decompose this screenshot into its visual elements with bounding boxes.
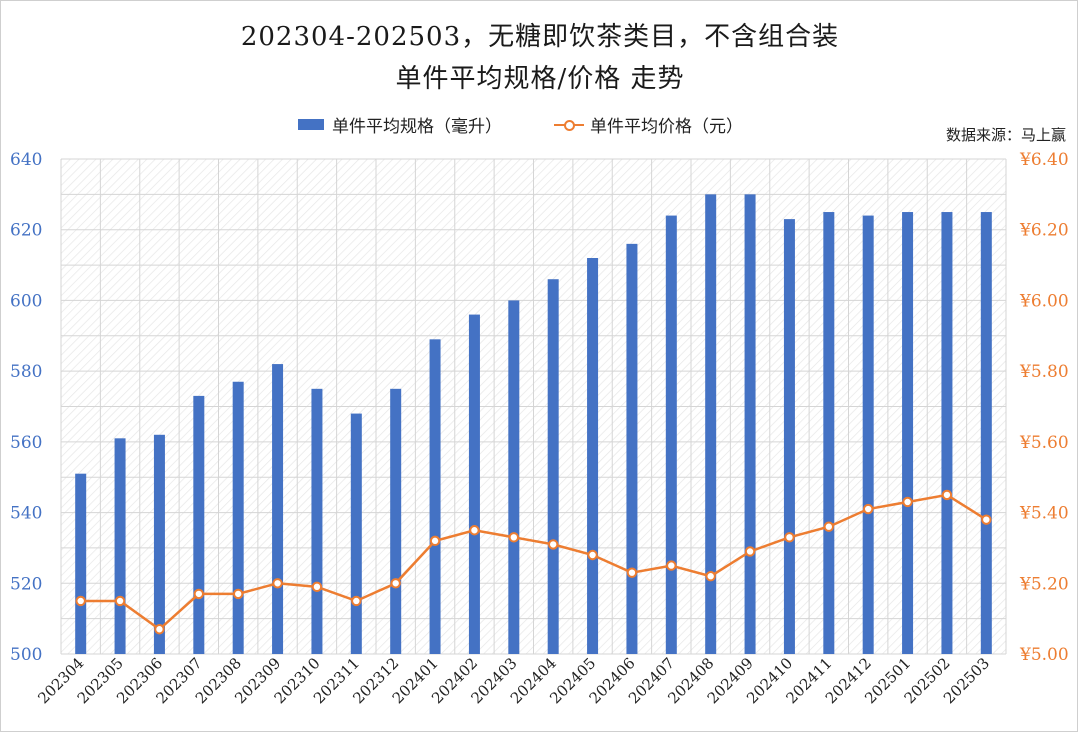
left-tick-label: 580 <box>10 362 42 382</box>
point-202503 <box>981 514 992 525</box>
bar-202403 <box>508 300 520 654</box>
bar-202402 <box>468 314 480 654</box>
right-tick-label: ¥6.20 <box>1019 221 1069 241</box>
data-source-note: 数据来源：马上赢 <box>945 126 1066 144</box>
point-202306 <box>154 624 165 635</box>
point-202405 <box>587 549 598 561</box>
line-series <box>75 489 992 635</box>
chart-subtitle: 单件平均规格/价格 走势 <box>395 64 685 94</box>
right-tick-label: ¥5.00 <box>1019 645 1069 665</box>
right-y-axis: ¥5.00 ¥5.20 ¥5.40 ¥5.60 ¥5.80 ¥6.00 ¥6.20 ¥6.40 <box>1019 150 1069 665</box>
legend-line-swatch <box>554 119 584 131</box>
bar-202310 <box>311 388 323 654</box>
bar-202407 <box>665 215 677 655</box>
point-202406 <box>626 567 638 578</box>
legend-bar-swatch <box>298 119 324 130</box>
gridlines <box>60 158 1007 655</box>
point-202307 <box>193 588 205 600</box>
point-202409 <box>744 546 756 557</box>
bar-202308 <box>232 381 244 654</box>
left-tick-label: 540 <box>10 504 42 524</box>
point-202408 <box>705 571 716 582</box>
legend-bar-label: 单件平均规格（毫升） <box>332 117 502 137</box>
left-tick-label: 520 <box>10 574 42 594</box>
bar-202405 <box>587 258 599 654</box>
point-202311 <box>351 595 362 607</box>
bar-202408 <box>705 194 717 654</box>
right-tick-label: ¥5.60 <box>1019 433 1069 453</box>
right-tick-label: ¥5.80 <box>1019 362 1069 382</box>
legend-item-line: 单件平均价格（元） <box>554 112 743 137</box>
left-tick-label: 560 <box>10 433 42 453</box>
point-202310 <box>311 581 323 593</box>
left-tick-label: 600 <box>10 291 42 311</box>
left-tick-label: 500 <box>10 645 42 665</box>
point-202403 <box>508 532 520 543</box>
bar-202312 <box>390 388 402 654</box>
x-axis: 2023042023052023062023072023082023092023… <box>34 654 993 707</box>
point-202501 <box>902 496 913 508</box>
left-tick-label: 640 <box>10 150 42 170</box>
legend-line-label: 单件平均价格（元） <box>590 117 743 137</box>
price-line <box>80 493 987 631</box>
bar-202404 <box>547 279 559 654</box>
point-202304 <box>75 595 86 607</box>
chart-title: 202304-202503，无糖即饮茶类目，不含组合装 <box>240 22 840 52</box>
bar-202411 <box>823 212 835 655</box>
bar-202410 <box>783 219 795 654</box>
bar-202304 <box>75 473 87 654</box>
legend-item-bar: 单件平均规格（毫升） <box>298 112 502 137</box>
right-tick-label: ¥6.00 <box>1019 291 1069 311</box>
point-202412 <box>862 503 874 515</box>
point-202308 <box>232 588 244 600</box>
right-tick-label: ¥6.40 <box>1019 150 1069 170</box>
bar-202412 <box>862 215 874 655</box>
point-202407 <box>666 560 677 571</box>
right-tick-label: ¥5.40 <box>1019 504 1069 524</box>
bar-202501 <box>902 212 914 655</box>
bar-202503 <box>980 212 992 655</box>
point-202312 <box>390 578 401 589</box>
bar-202306 <box>153 434 165 654</box>
point-202309 <box>272 578 283 589</box>
bar-202311 <box>350 413 362 654</box>
bar-202401 <box>429 339 441 654</box>
legend: 单件平均规格（毫升） 单件平均价格（元） <box>298 112 795 137</box>
bar-202305 <box>114 438 126 654</box>
bar-202307 <box>193 395 205 654</box>
bar-series <box>75 194 992 655</box>
bar-202409 <box>744 194 756 654</box>
point-202401 <box>429 535 441 547</box>
point-202305 <box>114 595 126 607</box>
bar-202502 <box>941 212 953 655</box>
point-202404 <box>547 539 559 550</box>
point-202402 <box>469 525 480 536</box>
point-202502 <box>941 489 953 501</box>
point-202410 <box>784 532 795 543</box>
left-y-axis: 500 520 540 560 580 600 620 640 <box>10 150 42 665</box>
bar-202406 <box>626 243 638 654</box>
right-tick-label: ¥5.20 <box>1019 574 1069 594</box>
left-tick-label: 620 <box>10 221 42 241</box>
bar-202309 <box>272 364 284 654</box>
point-202411 <box>823 521 835 532</box>
